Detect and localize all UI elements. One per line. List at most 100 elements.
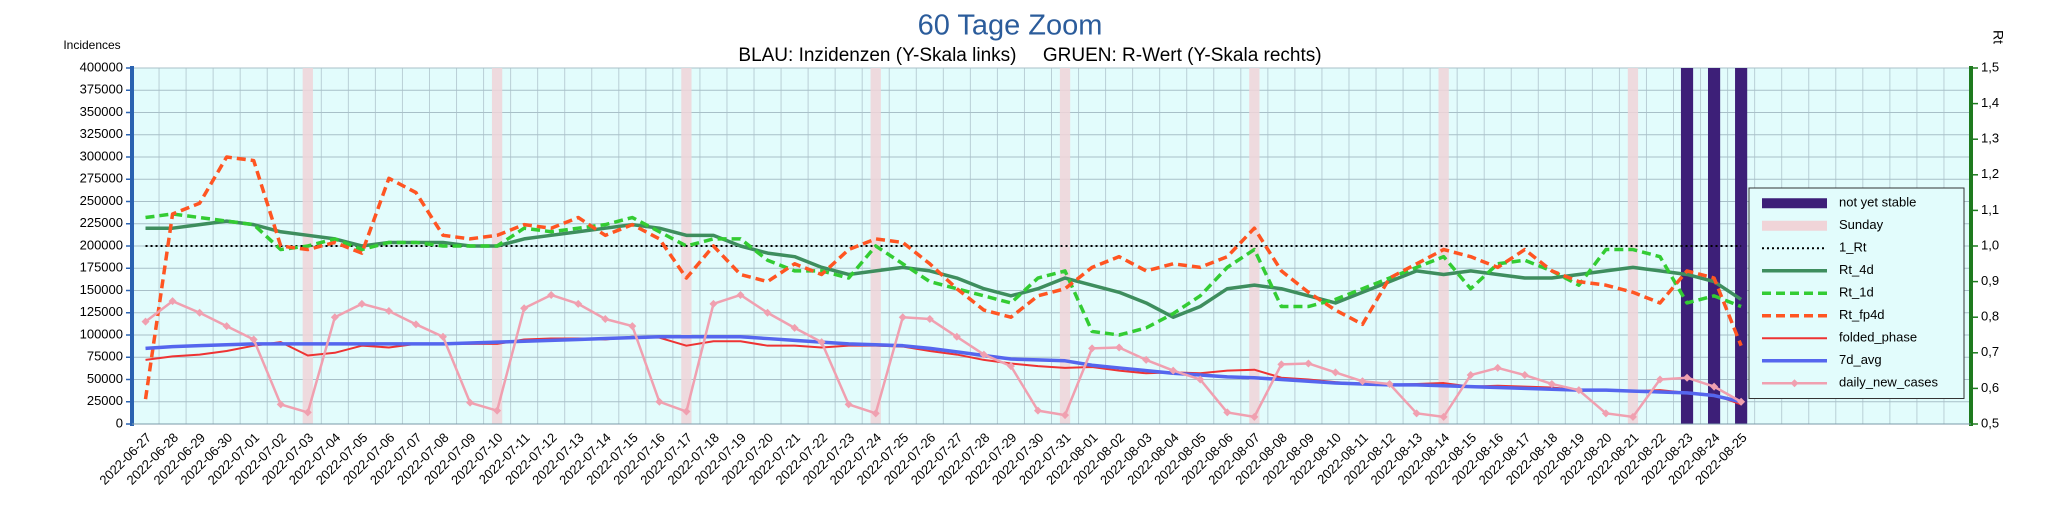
- y2-tick-label: 0,7: [1981, 344, 1999, 359]
- marker: [466, 398, 475, 407]
- marker: [682, 407, 691, 416]
- marker: [817, 338, 826, 347]
- marker: [898, 313, 907, 322]
- marker: [222, 322, 231, 331]
- y-tick-label: 50000: [87, 371, 123, 386]
- y2-tick-label: 0,6: [1981, 380, 1999, 395]
- y-tick-label: 150000: [80, 282, 123, 297]
- series-line: [144, 293, 1742, 419]
- y2-tick-label: 0,9: [1981, 273, 1999, 288]
- marker: [1385, 379, 1394, 388]
- marker: [1655, 375, 1664, 384]
- marker: [141, 317, 150, 326]
- y-tick-label: 200000: [80, 237, 123, 252]
- marker: [1196, 375, 1205, 384]
- legend-label: folded_phase: [1839, 330, 1917, 345]
- bar: [1059, 68, 1071, 424]
- y-tick-label: 275000: [80, 171, 123, 186]
- y-tick-label: 225000: [80, 215, 123, 230]
- marker: [1628, 412, 1637, 421]
- marker: [1358, 377, 1367, 386]
- marker: [330, 313, 339, 322]
- marker: [1142, 355, 1151, 364]
- marker: [1601, 409, 1610, 418]
- legend-label: 7d_avg: [1839, 352, 1882, 367]
- legend-label: 1_Rt: [1839, 240, 1867, 255]
- marker: [1683, 373, 1692, 382]
- y-tick-label: 375000: [80, 82, 123, 97]
- series-line: [145, 335, 1742, 404]
- marker: [925, 314, 934, 323]
- marker: [628, 322, 637, 331]
- marker: [1547, 379, 1556, 388]
- y-tick-label: 400000: [80, 59, 123, 74]
- marker: [195, 308, 204, 317]
- y-tick-label: 350000: [80, 104, 123, 119]
- marker: [1412, 409, 1421, 418]
- marker: [1737, 397, 1746, 406]
- marker: [1574, 386, 1583, 395]
- marker: [249, 335, 258, 344]
- legend-label: Sunday: [1839, 217, 1884, 232]
- marker: [736, 290, 745, 299]
- marker: [520, 304, 529, 313]
- chart-subtitle: BLAU: Inzidenzen (Y-Skala links) GRUEN: …: [738, 45, 1321, 66]
- marker: [1331, 368, 1340, 377]
- marker: [601, 314, 610, 323]
- marker: [1710, 382, 1719, 391]
- y2-axis-label: Rt: [1990, 30, 2006, 44]
- series-line: [143, 155, 1743, 400]
- marker: [384, 306, 393, 315]
- marker: [1466, 371, 1475, 380]
- chart-title: 60 Tage Zoom: [918, 10, 1103, 42]
- legend-swatch: [1762, 220, 1827, 231]
- y-axis-label: Incidences: [63, 38, 120, 52]
- marker: [1115, 343, 1124, 352]
- y2-tick-label: 1,0: [1981, 237, 1999, 252]
- y-tick-label: 25000: [87, 393, 123, 408]
- y2-tick-label: 1,5: [1981, 59, 1999, 74]
- bar: [1707, 68, 1721, 424]
- legend-label: Rt_fp4d: [1839, 307, 1885, 322]
- legend-swatch: [1762, 198, 1827, 209]
- y2-tick-label: 1,3: [1981, 131, 1999, 146]
- bar: [1627, 68, 1639, 424]
- bar: [1438, 68, 1449, 424]
- marker: [1520, 371, 1529, 380]
- marker: [655, 397, 664, 406]
- y2-tick-label: 0,5: [1981, 415, 1999, 430]
- y-tick-label: 125000: [80, 304, 123, 319]
- y2-tick-label: 1,2: [1981, 166, 1999, 181]
- marker: [1493, 363, 1502, 372]
- marker: [276, 400, 285, 409]
- marker: [952, 332, 961, 341]
- marker: [547, 290, 556, 299]
- y-tick-label: 300000: [80, 148, 123, 163]
- marker: [979, 350, 988, 359]
- y-tick-label: 100000: [80, 326, 123, 341]
- marker: [1088, 344, 1097, 353]
- marker: [1304, 359, 1313, 368]
- marker: [871, 409, 880, 418]
- marker: [1006, 362, 1015, 371]
- marker: [357, 299, 366, 308]
- legend-label: Rt_1d: [1839, 285, 1874, 300]
- legend-marker: [1790, 379, 1799, 388]
- legend-label: daily_new_cases: [1839, 375, 1939, 390]
- marker: [709, 299, 718, 308]
- y-tick-label: 75000: [87, 349, 123, 364]
- y2-tick-label: 0,8: [1981, 309, 1999, 324]
- marker: [168, 297, 177, 306]
- legend-label: Rt_4d: [1839, 262, 1874, 277]
- marker: [1061, 411, 1070, 420]
- marker: [1169, 366, 1178, 375]
- marker: [844, 400, 853, 409]
- legend-label: not yet stable: [1839, 195, 1916, 210]
- y-tick-label: 325000: [80, 126, 123, 141]
- marker: [1439, 412, 1448, 421]
- marker: [411, 320, 420, 329]
- marker: [303, 408, 312, 417]
- marker: [1033, 406, 1042, 415]
- marker: [439, 332, 448, 341]
